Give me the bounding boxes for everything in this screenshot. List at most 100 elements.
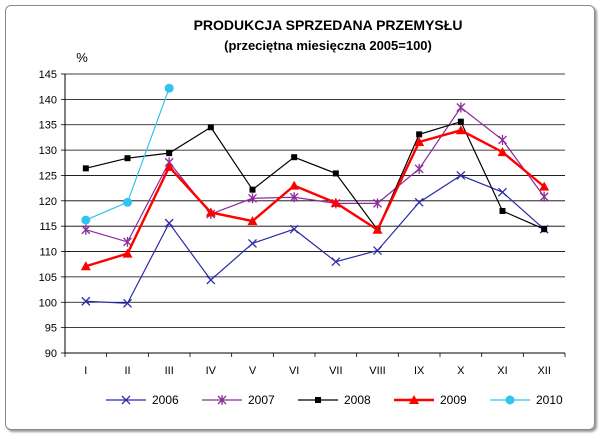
data-point-2009 [330,197,341,207]
data-point-2009 [247,216,258,226]
legend-marker [217,395,227,405]
data-point-2007 [81,224,91,235]
legend: 2006 2007 2008 2009 2010 [106,393,563,407]
y-tick-label: 135 [39,120,57,132]
x-tick-label: IX [414,365,425,377]
data-point-2009 [539,181,550,191]
series-2009 [80,125,550,271]
data-point-2006 [81,296,91,306]
legend-marker [505,395,515,405]
x-tick-label: X [457,365,465,377]
legend-item-2010: 2010 [490,393,563,407]
series-line-2008 [85,120,545,231]
chart-title: PRODUKCJA SPRZEDANA PRZEMYSŁU [194,17,463,33]
series-line-2007 [85,106,545,243]
x-tick-label: VIII [369,365,386,377]
y-tick-label: 110 [39,247,57,259]
y-tick-label: 90 [45,348,57,360]
data-point-2009 [372,224,383,234]
chart-frame [5,5,595,430]
x-tick-label: IV [206,365,217,377]
x-tick-label: VI [289,365,299,377]
data-point-2009 [289,180,300,190]
x-tick-label: I [84,365,87,377]
legend-item-2009: 2009 [394,393,467,407]
data-point-2008 [82,165,89,172]
data-point-2006 [414,197,424,207]
y-tick-label: 140 [39,94,57,106]
data-point-2006 [289,224,299,234]
data-point-2006 [331,257,341,267]
legend-marker [409,395,419,404]
data-point-2006 [123,298,132,308]
data-point-2009 [455,125,466,135]
data-point-2009 [122,248,133,258]
x-tick-labels: I II III IV V VI VII VIII IX X XI XII [84,365,551,377]
data-point-2007 [123,236,132,247]
y-tick-label: 120 [39,196,57,208]
legend-marker [121,395,131,405]
data-point-2008 [207,124,214,131]
legend-label: 2010 [536,393,563,407]
x-tick-label: XI [497,365,507,377]
series-line-2009 [85,129,545,268]
legend-label: 2007 [248,393,275,407]
data-point-2006 [498,187,507,197]
data-point-2006 [164,218,174,228]
y-axis-unit: % [76,50,88,65]
data-point-2008 [166,150,173,157]
legend-item-2006: 2006 [106,393,179,407]
y-tick-label: 105 [39,272,57,284]
data-point-2010 [123,197,132,207]
data-point-2009 [205,207,216,217]
y-tick-label: 95 [45,323,57,335]
data-point-2008 [416,131,423,138]
legend-marker [315,397,321,403]
x-tick-label: III [165,365,174,377]
data-point-2009 [497,147,508,157]
data-point-2007 [539,191,549,202]
legend-label: 2006 [152,393,179,407]
chart-subtitle: (przeciętna miesięczna 2005=100) [224,38,432,53]
legend-label: 2008 [344,393,371,407]
legend-label: 2009 [440,393,467,407]
gridlines [65,73,565,354]
legend-item-2007: 2007 [202,393,275,407]
data-point-2008 [541,226,548,233]
data-point-2006 [373,246,382,255]
data-point-2009 [414,136,425,146]
x-tick-label: V [249,365,257,377]
y-tick-label: 145 [39,69,57,81]
data-point-2006 [456,170,466,180]
data-point-2008 [124,155,131,162]
legend-item-2008: 2008 [298,393,371,407]
data-point-2007 [373,198,382,209]
series-2006 [81,170,549,308]
x-tick-label: II [124,365,130,377]
series-line-2006 [85,174,545,304]
data-point-2007 [414,163,424,174]
data-point-2008 [291,154,298,161]
data-point-2007 [498,134,507,145]
series-group [80,83,550,308]
y-tick-label: 125 [39,170,57,182]
data-point-2006 [248,238,257,248]
data-point-2008 [332,170,339,177]
data-point-2008 [499,207,506,214]
series-2007 [81,102,549,247]
data-point-2009 [164,161,175,171]
data-point-2010 [81,215,91,225]
series-2010 [81,83,174,225]
data-point-2008 [249,186,256,193]
data-point-2007 [248,193,257,204]
data-point-2008 [457,118,464,125]
y-tick-label: 130 [39,145,57,157]
x-tick-label: VII [329,365,342,377]
data-point-2007 [456,102,466,113]
axes [61,73,566,357]
y-tick-label: 100 [39,297,57,309]
data-point-2006 [206,275,216,285]
data-point-2009 [80,261,91,271]
x-tick-label: XII [537,365,550,377]
